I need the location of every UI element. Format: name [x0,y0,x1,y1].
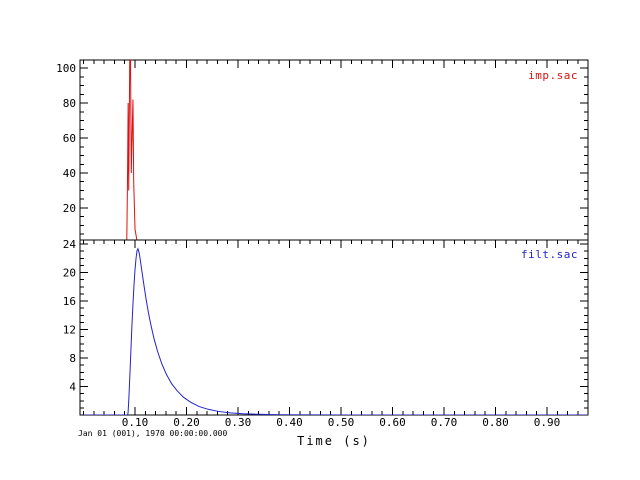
x-tick-label: 0.60 [379,416,406,429]
x-tick-label: 0.50 [328,416,355,429]
trace-filt.sac [83,247,588,415]
x-axis-title: Time (s) [297,434,371,448]
x-tick-label: 0.20 [173,416,200,429]
y-tick-label: 24 [63,238,77,251]
y-tick-label: 20 [63,267,76,280]
y-tick-label: 100 [56,62,76,75]
y-tick-label: 20 [63,202,76,215]
trace-label-filt: filt.sac [521,248,578,261]
x-ticks [83,240,579,415]
x-tick-label: 0.40 [276,416,303,429]
y-tick-label: 12 [63,324,76,337]
plot-frame [79,239,589,416]
subplot-filt.sac: 4 8 12 16 20 24 [63,238,589,416]
x-tick-labels: 0.10 0.20 0.30 0.40 0.50 0.60 0.70 0.80 0.90 [122,416,561,429]
y-tick-label: 4 [69,381,76,394]
y-tick-label: 16 [63,295,76,308]
x-tick-label: 0.70 [431,416,458,429]
x-tick-label: 0.90 [534,416,561,429]
y-tick-label: 8 [69,352,76,365]
y-tick-label: 40 [63,167,76,180]
y-ticks [80,243,588,416]
x-tick-label: 0.80 [482,416,509,429]
plot-frame [79,59,589,241]
x-tick-label: 0.30 [225,416,252,429]
y-tick-label: 60 [63,132,76,145]
y-tick-labels: 20 40 60 80 100 [56,62,76,215]
trace-imp.sac [126,60,138,240]
trace-label-imp: imp.sac [528,69,578,82]
y-tick-labels: 4 8 12 16 20 24 [63,238,77,393]
x-ticks [83,60,579,68]
y-ticks [80,67,588,235]
x-tick-label: 0.10 [122,416,149,429]
y-tick-label: 80 [63,97,76,110]
reference-time-label: Jan 01 (001), 1970 00:00:00.000 [78,429,228,438]
subplot-imp.sac: 20 40 60 80 100 [56,59,589,241]
